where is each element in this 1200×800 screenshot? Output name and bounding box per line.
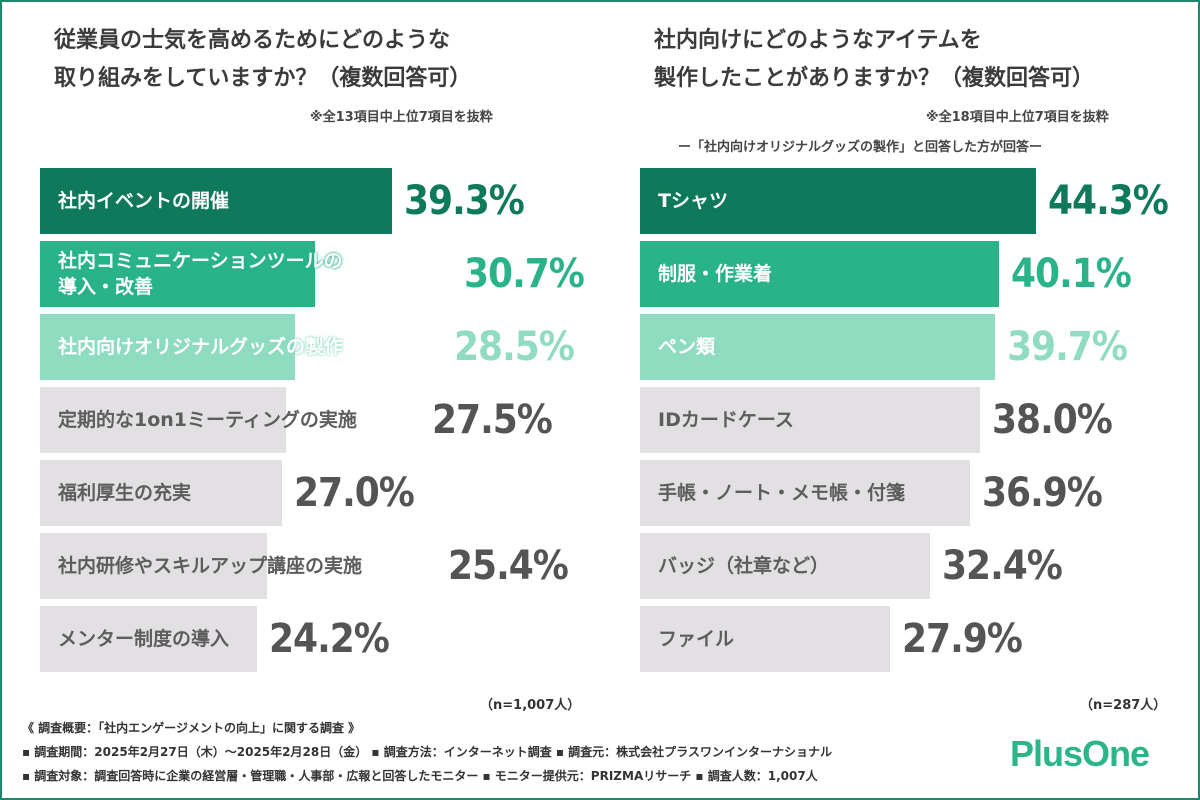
left-bar-6 — [40, 533, 267, 599]
survey-line-1: ▪ 調査期間：2025年2月27日（木）～2025年2月28日（金） ▪ 調査方… — [22, 745, 832, 759]
right-chart-subnote: ー「社内向けオリジナルグッズの製作」と回答した方が回答ー — [678, 140, 1043, 155]
right-bar-label-6: バッジ（社章など） — [658, 553, 829, 579]
right-bar-label-4: IDカードケース — [658, 407, 794, 433]
left-bar-label-1: 社内イベントの開催 — [58, 188, 229, 214]
right-bar-label-5: 手帳・ノート・メモ帳・付箋 — [658, 480, 905, 506]
right-bar-4 — [640, 387, 980, 453]
left-bar-value-7: 24.2% — [269, 616, 390, 662]
right-bar-value-3: 39.7% — [1007, 324, 1128, 370]
right-bar-label-3: ペン類 — [658, 334, 715, 360]
left-bar-label-line: 社内イベントの開催 — [58, 190, 230, 212]
left-bar-label-6: 社内研修やスキルアップ講座の実施 — [58, 553, 362, 579]
left-bar-label-line: 導入・改善 — [58, 276, 154, 298]
right-bar-value-1: 44.3% — [1048, 178, 1169, 224]
right-bar-1 — [640, 168, 1036, 234]
right-bar-label-line: バッジ（社章など） — [658, 555, 830, 577]
left-bar-5 — [40, 460, 282, 526]
left-bar-4 — [40, 387, 286, 453]
right-bar-value-2: 40.1% — [1011, 251, 1132, 297]
right-title-line-1: 社内向けにどのようなアイテムを — [654, 28, 982, 53]
left-bar-label-line: 社内向けオリジナルグッズの製作 — [58, 336, 344, 358]
left-title-line-1: 従業員の士気を高めるためにどのような — [54, 28, 451, 53]
left-bar-value-6: 25.4% — [448, 543, 569, 589]
left-chart-title: 従業員の士気を高めるためにどのような 取り組みをしていますか？（複数回答可） — [54, 22, 574, 98]
right-bar-chart: Tシャツ 44.3% 制服・作業着 40.1% ペン類 39.7% IDカードケース 38.0… — [640, 168, 1200, 688]
right-bar-label-line: Tシャツ — [658, 190, 728, 212]
left-bar-2 — [40, 241, 315, 307]
right-sample-size: （n=287人） — [1080, 698, 1167, 713]
right-bar-2 — [640, 241, 999, 307]
right-bar-value-4: 38.0% — [992, 397, 1113, 443]
left-bar-label-3: 社内向けオリジナルグッズの製作 — [58, 334, 343, 360]
left-bar-value-2: 30.7% — [464, 251, 585, 297]
left-bar-label-7: メンター制度の導入 — [58, 626, 229, 652]
left-bar-label-line: 福利厚生の充実 — [58, 482, 192, 504]
left-bar-7 — [40, 606, 257, 672]
left-chart-panel: 従業員の士気を高めるためにどのような 取り組みをしていますか？（複数回答可） ※… — [40, 0, 600, 713]
right-bar-label-line: ファイル — [658, 628, 735, 650]
left-bar-3 — [40, 314, 295, 380]
left-bar-value-3: 28.5% — [454, 324, 575, 370]
right-bar-label-line: 手帳・ノート・メモ帳・付箋 — [658, 482, 906, 504]
right-bar-label-7: ファイル — [658, 626, 734, 652]
right-chart-note: ※全18項目中上位7項目を抜粋 — [926, 110, 1109, 125]
left-bar-label-4: 定期的な1on1ミーティングの実施 — [58, 407, 357, 433]
left-bar-label-line: 社内研修やスキルアップ講座の実施 — [58, 555, 363, 577]
right-bar-label-line: IDカードケース — [658, 409, 794, 431]
left-bar-label-line: 定期的な1on1ミーティングの実施 — [58, 409, 357, 431]
left-title-line-2: 取り組みをしていますか？（複数回答可） — [54, 66, 472, 91]
right-bar-6 — [640, 533, 930, 599]
right-bar-value-5: 36.9% — [982, 470, 1103, 516]
survey-heading: 《 調査概要：「社内エンゲージメントの向上」に関する調査 》 — [22, 721, 361, 735]
right-bar-value-6: 32.4% — [942, 543, 1063, 589]
left-bar-label-5: 福利厚生の充実 — [58, 480, 191, 506]
right-bar-value-7: 27.9% — [902, 616, 1023, 662]
right-bar-label-line: 制服・作業着 — [658, 263, 773, 285]
right-bar-5 — [640, 460, 970, 526]
right-bar-label-1: Tシャツ — [658, 188, 728, 214]
left-bar-label-line: 社内コミュニケーションツールの — [58, 250, 343, 272]
plusone-logo: PlusOne — [1010, 733, 1150, 774]
left-bar-value-4: 27.5% — [432, 397, 553, 443]
left-bar-1 — [40, 168, 392, 234]
left-bar-value-1: 39.3% — [404, 178, 525, 224]
left-bar-value-5: 27.0% — [294, 470, 415, 516]
right-bar-3 — [640, 314, 995, 380]
right-title-line-2: 製作したことがありますか？（複数回答可） — [654, 66, 1095, 91]
left-chart-note: ※全13項目中上位7項目を抜粋 — [310, 110, 493, 125]
left-sample-size: （n=1,007人） — [480, 698, 581, 713]
left-bar-chart: 社内イベントの開催 39.3% 社内コミュニケーションツールの 導入・改善 30.7% 社… — [40, 168, 600, 688]
right-chart-title: 社内向けにどのようなアイテムを 製作したことがありますか？（複数回答可） — [654, 22, 1174, 98]
left-bar-label-2: 社内コミュニケーションツールの 導入・改善 — [58, 248, 343, 300]
left-bar-label-line: メンター制度の導入 — [58, 628, 230, 650]
right-bar-7 — [640, 606, 890, 672]
right-chart-panel: 社内向けにどのようなアイテムを 製作したことがありますか？（複数回答可） ※全1… — [640, 0, 1200, 713]
right-bar-label-2: 制服・作業着 — [658, 261, 772, 287]
survey-line-2: ▪ 調査対象：調査回答時に企業の経営層・管理職・人事部・広報と回答したモニター … — [22, 769, 818, 783]
right-bar-label-line: ペン類 — [658, 336, 716, 358]
